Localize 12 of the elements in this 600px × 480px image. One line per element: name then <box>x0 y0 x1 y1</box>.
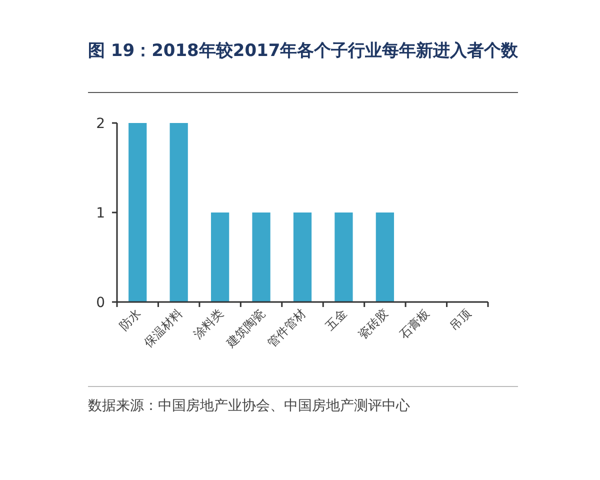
y-tick-label: 2 <box>96 116 105 132</box>
y-tick-label: 0 <box>96 295 105 311</box>
x-tick-label: 吊顶 <box>446 306 474 334</box>
source-note: 数据来源：中国房地产业协会、中国房地产测评中心 <box>88 397 411 416</box>
chart-title: 图 19：2018年较2017年各个子行业每年新进入者个数 <box>88 40 520 63</box>
x-tick-label: 管件管材 <box>264 306 309 350</box>
y-tick-label: 1 <box>96 206 105 222</box>
x-tick-label: 五金 <box>322 306 350 334</box>
x-tick-label: 防水 <box>116 306 144 334</box>
x-tick-label: 保温材料 <box>141 306 185 350</box>
x-tick-label: 石膏板 <box>396 306 432 342</box>
x-tick-label: 瓷砖胶 <box>356 306 392 342</box>
